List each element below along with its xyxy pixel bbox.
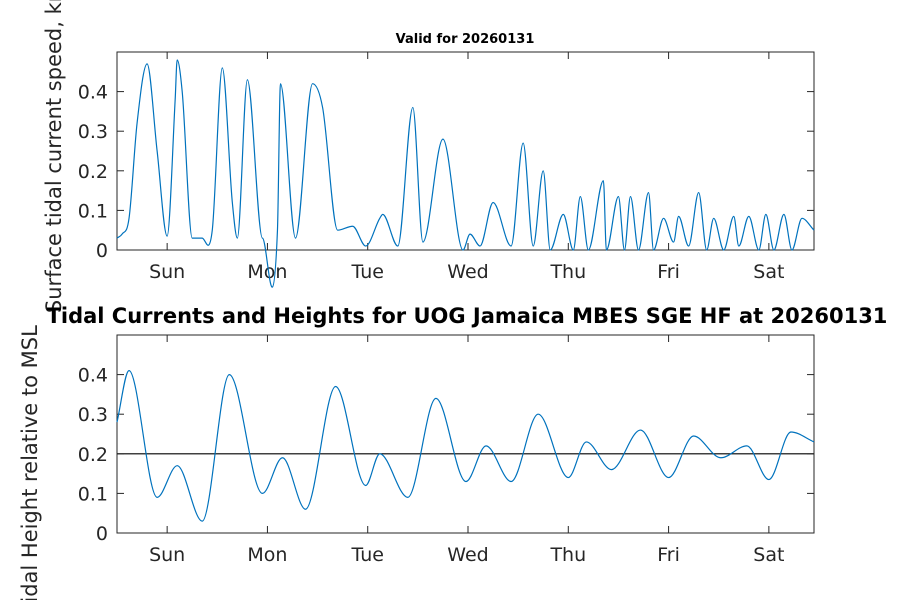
top-ytick-label: 0 [96,240,108,262]
bottom-y-axis-label: Tidal Height relative to MSL [18,325,42,600]
top-xtick-label: Sat [753,261,784,283]
bottom-ytick-label: 0.1 [78,483,108,505]
bottom-xtick-label: Mon [247,544,287,566]
bottom-ytick-label: 0 [96,523,108,545]
top-xtick-label: Thu [549,261,586,283]
bottom-xtick-label: Tue [350,544,383,566]
top-ytick-label: 0.3 [78,121,108,143]
bottom-xtick-label: Fri [657,544,680,566]
bottom-ticks: 0 0.1 0.2 0.3 0.4 Sun Mon Tue Wed Thu Fri Sat [78,335,814,566]
bottom-chart: 0 0.1 0.2 0.3 0.4 Sun Mon Tue Wed Thu Fri Sat Tidal… [18,325,815,600]
bottom-ytick-label: 0.2 [78,444,108,466]
top-ytick-label: 0.4 [78,82,108,104]
bottom-xtick-label: Wed [447,544,488,566]
top-xtick-label: Fri [657,261,680,283]
top-y-axis-label: Surface tidal current speed, knots [42,0,66,313]
top-ytick-label: 0.1 [78,200,108,222]
top-ytick-label: 0.2 [78,161,108,183]
bottom-ytick-label: 0.4 [78,365,108,387]
top-series-line [116,59,815,288]
top-xtick-label: Mon [247,261,287,283]
bottom-plot-box [116,334,815,534]
top-xtick-label: Wed [447,261,488,283]
top-xtick-label: Sun [149,261,185,283]
main-title: Tidal Currents and Heights for UOG Jamai… [47,304,888,328]
top-plot-box [116,51,815,251]
top-xtick-label: Tue [350,261,383,283]
bottom-series-line [116,370,815,522]
bottom-xtick-label: Thu [549,544,586,566]
bottom-xtick-label: Sat [753,544,784,566]
top-chart: 0 0.1 0.2 0.3 0.4 Sun Mon Tue Wed Thu Fri Sat Valid… [42,0,815,313]
top-chart-title: Valid for 20260131 [396,32,535,47]
bottom-ytick-label: 0.3 [78,404,108,426]
bottom-xtick-label: Sun [149,544,185,566]
top-ticks: 0 0.1 0.2 0.3 0.4 Sun Mon Tue Wed Thu Fri Sat [78,52,814,283]
